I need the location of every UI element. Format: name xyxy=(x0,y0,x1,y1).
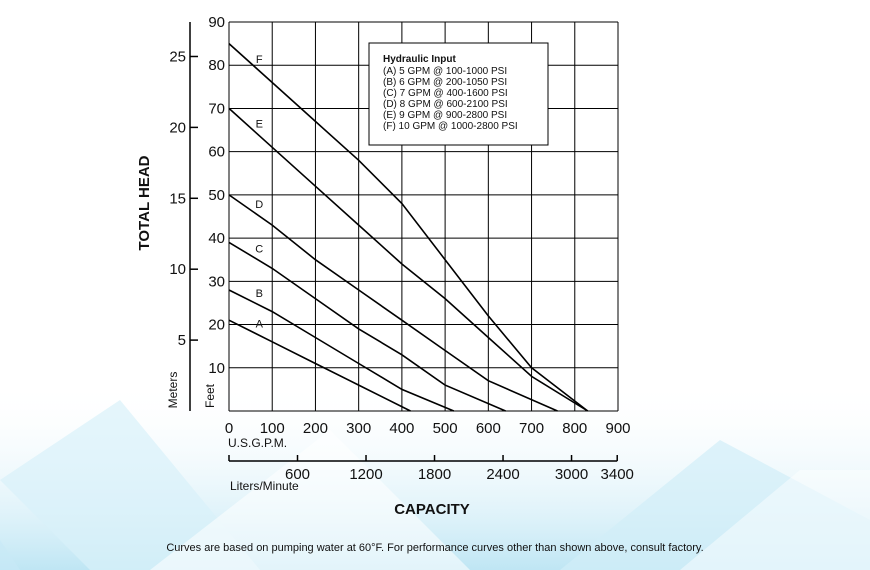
feet-tick-label: 20 xyxy=(208,317,225,334)
gpm-axis-ticks: 0 100 200 300 400 500 600 700 800 900 xyxy=(225,420,631,437)
curve-label-a: A xyxy=(256,318,264,330)
feet-tick-label: 40 xyxy=(208,230,225,247)
meters-tick-label: 20 xyxy=(169,119,186,136)
gpm-tick-label: 600 xyxy=(476,420,501,437)
feet-tick-label: 70 xyxy=(208,100,225,117)
meters-tick-label: 5 xyxy=(178,332,186,349)
meters-unit-label: Meters xyxy=(166,372,180,409)
legend-item-c: (C) 7 GPM @ 400-1600 PSI xyxy=(383,88,508,99)
x-axis-title: CAPACITY xyxy=(394,501,470,518)
curve-e xyxy=(228,107,589,412)
performance-curves: A B C D E F xyxy=(228,43,589,412)
gpm-tick-label: 500 xyxy=(433,420,458,437)
meters-tick-label: 25 xyxy=(169,48,186,65)
curve-c xyxy=(228,241,506,412)
gpm-tick-label: 400 xyxy=(389,420,414,437)
curve-label-c: C xyxy=(255,244,263,256)
feet-tick-label: 80 xyxy=(208,57,225,74)
feet-tick-label: 90 xyxy=(208,14,225,31)
y-axis-title: TOTAL HEAD xyxy=(136,155,153,250)
lpm-tick-label: 3000 xyxy=(555,466,588,483)
legend-item-d: (D) 8 GPM @ 600-2100 PSI xyxy=(383,99,508,110)
legend-item-f: (F) 10 GPM @ 1000-2800 PSI xyxy=(383,121,518,132)
legend-item-b: (B) 6 GPM @ 200-1050 PSI xyxy=(383,77,507,88)
feet-tick-label: 10 xyxy=(208,360,225,377)
chart-grid xyxy=(228,21,619,412)
gpm-tick-label: 200 xyxy=(303,420,328,437)
feet-tick-label: 60 xyxy=(208,144,225,161)
gpm-tick-label: 100 xyxy=(260,420,285,437)
curve-label-e: E xyxy=(256,119,263,131)
gpm-tick-label: 0 xyxy=(225,420,233,437)
gpm-tick-label: 700 xyxy=(519,420,544,437)
lpm-tick-label: 600 xyxy=(285,466,310,483)
feet-axis-ticks: 10 20 30 40 50 60 70 80 90 xyxy=(208,14,225,377)
lpm-tick-label: 2400 xyxy=(486,466,519,483)
footnote: Curves are based on pumping water at 60°… xyxy=(166,542,704,554)
meters-tick-label: 10 xyxy=(169,261,186,278)
lpm-tick-label: 1200 xyxy=(349,466,382,483)
legend-box: Hydraulic Input (A) 5 GPM @ 100-1000 PSI… xyxy=(368,42,549,146)
curve-label-b: B xyxy=(256,288,263,300)
lpm-axis-ticks: 600 1200 1800 2400 3000 3400 xyxy=(228,455,634,483)
legend-item-a: (A) 5 GPM @ 100-1000 PSI xyxy=(383,66,507,77)
lpm-unit-label: Liters/Minute xyxy=(230,479,299,493)
lpm-tick-label: 3400 xyxy=(601,466,634,483)
curve-a xyxy=(228,319,411,412)
gpm-tick-label: 800 xyxy=(562,420,587,437)
curve-label-f: F xyxy=(256,54,263,66)
meters-axis-ticks: 5 10 15 20 25 xyxy=(169,22,198,411)
curve-label-d: D xyxy=(255,199,263,211)
feet-unit-label: Feet xyxy=(203,383,217,408)
curve-d xyxy=(228,194,558,412)
legend-title: Hydraulic Input xyxy=(383,54,456,65)
feet-tick-label: 30 xyxy=(208,273,225,290)
curve-f xyxy=(228,43,589,412)
feet-tick-label: 50 xyxy=(208,187,225,204)
gpm-tick-label: 300 xyxy=(346,420,371,437)
lpm-tick-label: 1800 xyxy=(418,466,451,483)
gpm-unit-label: U.S.G.P.M. xyxy=(228,436,287,450)
meters-tick-label: 15 xyxy=(169,190,186,207)
gpm-tick-label: 900 xyxy=(605,420,630,437)
curve-b xyxy=(228,289,455,412)
legend-item-e: (E) 9 GPM @ 900-2800 PSI xyxy=(383,110,507,121)
